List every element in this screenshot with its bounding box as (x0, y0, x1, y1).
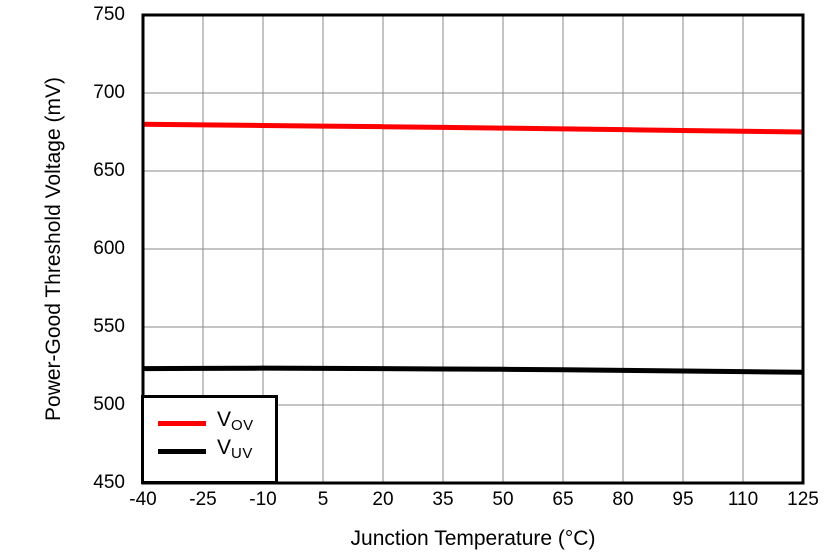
x-tick-label: -25 (189, 489, 217, 510)
x-tick-label: -10 (249, 489, 277, 510)
legend-line-swatch-vov (158, 420, 206, 426)
legend-label-vov: VOV (217, 408, 254, 434)
y-tick-label: 750 (93, 4, 125, 25)
legend-label-vuv: VUV (217, 436, 253, 462)
y-tick-label: 550 (93, 316, 125, 337)
x-tick-label: 35 (432, 489, 454, 510)
plot-border (141, 13, 805, 485)
y-tick-label: 450 (93, 472, 125, 493)
x-tick-label: 125 (787, 489, 819, 510)
series-line-vuv (142, 365, 804, 375)
y-tick-label: 600 (93, 238, 125, 259)
legend-item-vuv: VUV (144, 436, 275, 465)
y-tick-label: 650 (93, 160, 125, 181)
x-tick-label: 50 (492, 489, 514, 510)
legend-item-vov: VOV (144, 408, 275, 437)
x-tick-label: 65 (552, 489, 574, 510)
y-tick-label: 700 (93, 82, 125, 103)
x-tick-label: 95 (672, 489, 694, 510)
y-tick-label: 500 (93, 394, 125, 415)
series-line-vov (142, 121, 804, 135)
x-tick-label: 80 (612, 489, 634, 510)
x-tick-label: 20 (372, 489, 394, 510)
legend: VOV VUV (141, 395, 278, 484)
x-tick-label: 110 (727, 489, 759, 510)
x-tick-label: -40 (129, 489, 157, 510)
legend-line-swatch-vuv (158, 448, 206, 454)
x-axis-label: Junction Temperature (°C) (350, 527, 596, 550)
x-tick-label: 5 (317, 489, 329, 510)
